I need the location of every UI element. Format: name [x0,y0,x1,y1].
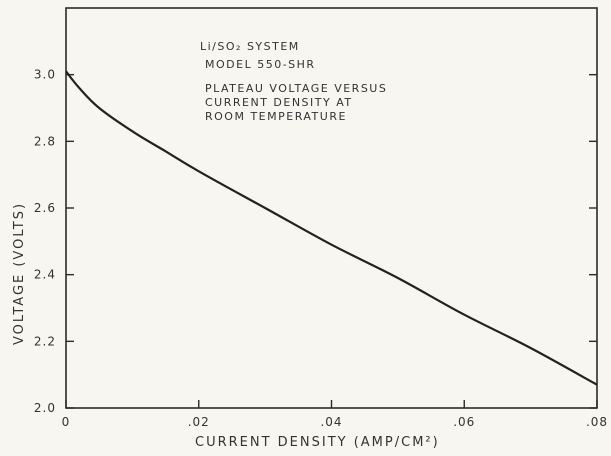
annotation-line-5: ROOM TEMPERATURE [205,110,347,123]
x-tick-label: .06 [453,415,475,429]
y-tick-label: 2.8 [34,134,56,148]
annotation-line-4: CURRENT DENSITY AT [205,96,353,109]
y-tick-label: 2.0 [34,401,56,415]
plot-frame [65,7,598,409]
x-tick-label: .04 [320,415,342,429]
y-axis-title: VOLTAGE (VOLTS) [12,202,27,345]
x-tick-label: 0 [62,415,71,429]
annotation-block: Li/SO₂ SYSTEM MODEL 550-SHR PLATEAU VOLT… [200,40,387,123]
annotation-line-1: Li/SO₂ SYSTEM [200,40,300,53]
series-layer [65,70,598,386]
x-tick-label: .02 [188,415,210,429]
y-ticks: 2.0 2.2 2.4 2.6 2.8 3.0 [34,68,597,415]
y-tick-label: 2.6 [34,201,56,215]
x-axis-title: CURRENT DENSITY (AMP/CM²) [195,435,440,450]
y-tick-label: 2.4 [34,268,56,282]
x-ticks: 0 .02 .04 .06 .08 [62,400,608,429]
annotation-line-2: MODEL 550-SHR [205,58,316,71]
voltage-curve [65,70,598,386]
x-tick-label: .08 [586,415,608,429]
annotation-line-3: PLATEAU VOLTAGE VERSUS [205,82,387,95]
y-tick-label: 2.2 [34,334,56,348]
y-tick-label: 3.0 [34,68,56,82]
